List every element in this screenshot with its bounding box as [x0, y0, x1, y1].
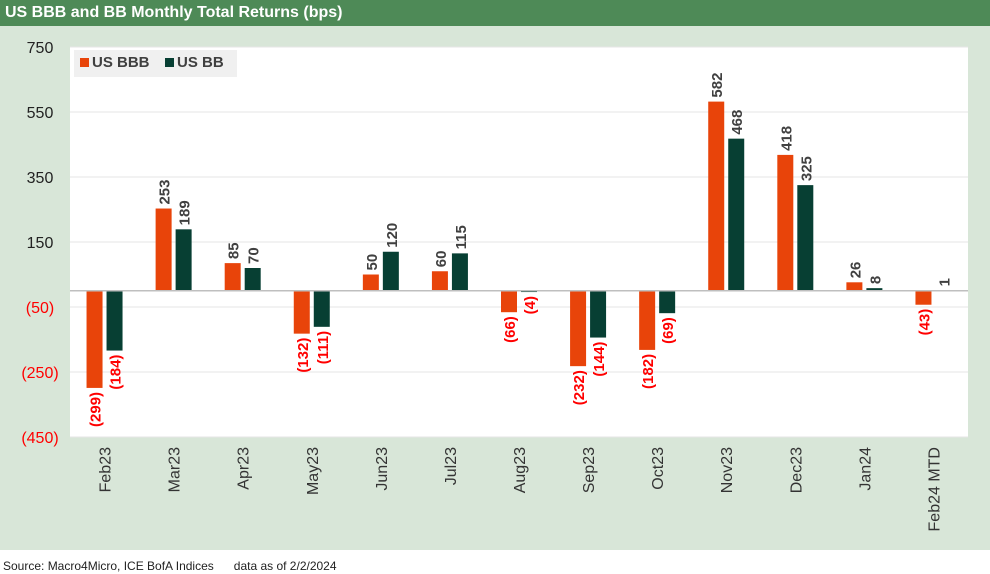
x-tick-label: Nov23 — [719, 447, 736, 493]
bar-us-bbb — [293, 290, 310, 334]
data-label: 50 — [364, 254, 381, 271]
bar-us-bbb — [155, 208, 172, 291]
x-tick-label: Sep23 — [581, 447, 598, 493]
bar-us-bbb — [915, 290, 932, 305]
x-tick-label: Feb23 — [98, 447, 115, 492]
source-note: Source: Macro4Micro, ICE BofA Indices da… — [3, 559, 337, 573]
bar-us-bbb — [639, 290, 656, 350]
bar-us-bbb — [224, 263, 241, 291]
data-label: (299) — [88, 392, 105, 427]
x-tick-label: Feb24 MTD — [926, 447, 943, 531]
x-tick-label: May23 — [305, 447, 322, 495]
bar-us-bb — [797, 185, 814, 291]
data-label: 60 — [433, 251, 450, 268]
bar-us-bbb — [570, 290, 587, 367]
data-label: (144) — [591, 342, 608, 377]
bar-us-bbb — [846, 282, 863, 291]
bar-us-bb — [590, 290, 607, 338]
legend-background — [74, 50, 237, 77]
data-label: (69) — [660, 317, 677, 344]
x-tick-label: Jan24 — [857, 447, 874, 491]
data-label: (132) — [295, 338, 312, 373]
bar-us-bb — [175, 229, 192, 291]
x-tick-label: Oct23 — [650, 447, 667, 490]
x-tick-label: Dec23 — [788, 447, 805, 493]
data-label: (182) — [640, 354, 657, 389]
data-label: (232) — [571, 370, 588, 405]
y-axis-ticks: 750 550 350 150 (50) (250) (450) — [21, 40, 58, 447]
bar-us-bb — [451, 253, 468, 291]
x-tick-label: Jun23 — [374, 447, 391, 491]
bar-us-bbb — [777, 154, 794, 291]
data-label: 26 — [847, 262, 864, 279]
data-label: 120 — [384, 223, 401, 248]
gridlines — [70, 46, 968, 438]
legend-label: US BBB — [92, 54, 150, 71]
title-bar: US BBB and BB Monthly Total Returns (bps… — [0, 0, 990, 26]
x-tick-label: Aug23 — [512, 447, 529, 493]
y-tick-label: 150 — [27, 235, 54, 252]
bar-us-bb — [728, 138, 745, 291]
data-label: 85 — [226, 242, 243, 259]
y-tick-label: 750 — [27, 40, 54, 57]
data-label: 189 — [177, 200, 194, 225]
data-label: (66) — [502, 316, 519, 343]
bar-us-bbb — [362, 274, 379, 291]
data-label: 1 — [936, 278, 953, 286]
bar-us-bbb — [501, 290, 517, 313]
bar-us-bb — [382, 251, 399, 291]
x-tick-label: Jul23 — [443, 447, 460, 485]
bar-us-bb — [313, 290, 330, 327]
x-axis-labels: Feb23 Mar23 Apr23 May23 Jun23 Jul23 Aug23 Sep23… — [98, 447, 944, 532]
bars — [86, 101, 952, 388]
x-tick-label: Apr23 — [236, 447, 253, 490]
x-tick-label: Mar23 — [167, 447, 184, 492]
bar-us-bbb — [708, 101, 725, 291]
data-label: 253 — [157, 179, 174, 204]
y-tick-label: (450) — [21, 430, 58, 447]
bar-us-bbb — [431, 271, 448, 291]
bar-us-bb — [659, 290, 676, 314]
data-label: (4) — [522, 296, 539, 314]
data-label: (43) — [916, 309, 933, 336]
bar-us-bb — [244, 268, 261, 291]
legend: US BBB US BB — [74, 50, 237, 77]
data-label: (111) — [315, 331, 332, 364]
chart-title: US BBB and BB Monthly Total Returns (bps… — [5, 4, 343, 21]
bar-us-bbb — [86, 290, 103, 388]
bar-us-bb — [106, 290, 123, 351]
legend-swatch — [80, 58, 89, 67]
data-label: 115 — [453, 225, 470, 249]
legend-label: US BB — [177, 54, 224, 71]
data-label: 70 — [246, 247, 263, 264]
y-tick-label: 350 — [27, 170, 54, 187]
bar-us-bb — [866, 288, 883, 291]
y-tick-label: (250) — [21, 365, 58, 382]
legend-swatch — [165, 58, 174, 67]
data-label: 418 — [778, 126, 795, 151]
data-label: 468 — [729, 110, 746, 135]
y-tick-label: (50) — [26, 300, 54, 317]
y-tick-label: 550 — [27, 105, 54, 122]
data-label: 8 — [867, 276, 884, 284]
data-label: 582 — [709, 73, 726, 98]
asof-text: data as of 2/2/2024 — [233, 559, 337, 573]
data-label: 325 — [798, 156, 815, 181]
data-label: (184) — [108, 355, 125, 390]
source-text: Source: Macro4Micro, ICE BofA Indices — [3, 559, 214, 573]
